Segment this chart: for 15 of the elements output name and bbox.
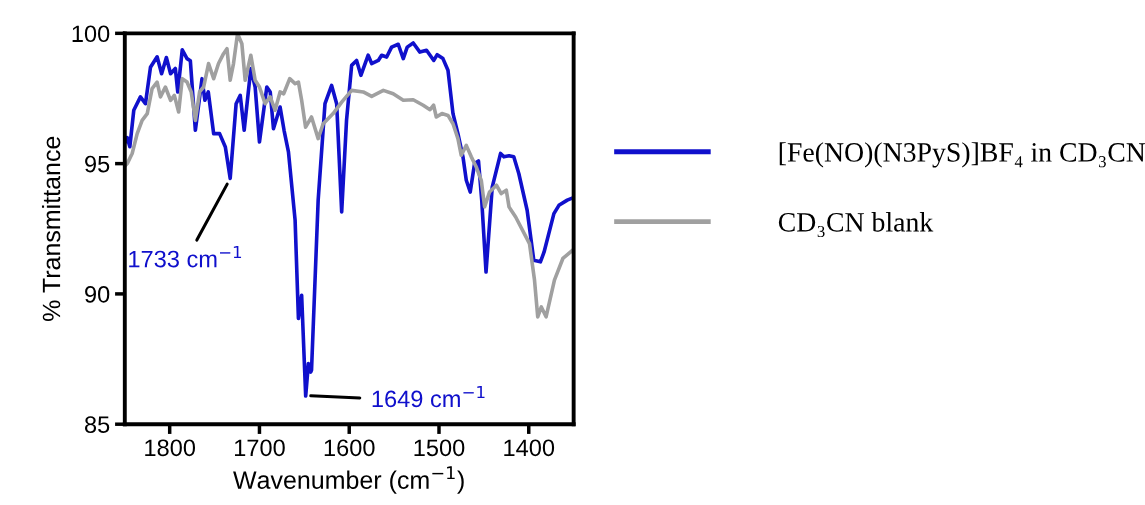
x-tick-label: 1400 [504, 439, 555, 457]
y-tick-label: 90 [85, 285, 110, 303]
annotation: 1649 cm$^{−1}$ [372, 385, 485, 408]
y-axis-title: % Transmittance [41, 136, 61, 321]
y-tick-label: 85 [84, 416, 110, 433]
x-tick-label: 1700 [235, 439, 285, 457]
text: CD₃CN blank [778, 212, 934, 238]
text: [Fe(NO)(N3PyS)]BF₄ in CD₃CN [779, 142, 1145, 168]
x-tick-label: 1800 [145, 439, 196, 457]
annotation: 1733 cm$^{−1}$ [129, 246, 242, 268]
x-tick-label: 1600 [324, 439, 375, 457]
y-tick-label: 95 [85, 155, 110, 173]
x-axis-title: Wavenumber (cm$^{−1}$) [233, 466, 464, 494]
y-tick-label: 100 [72, 25, 110, 43]
x-tick-label: 1500 [414, 439, 465, 457]
